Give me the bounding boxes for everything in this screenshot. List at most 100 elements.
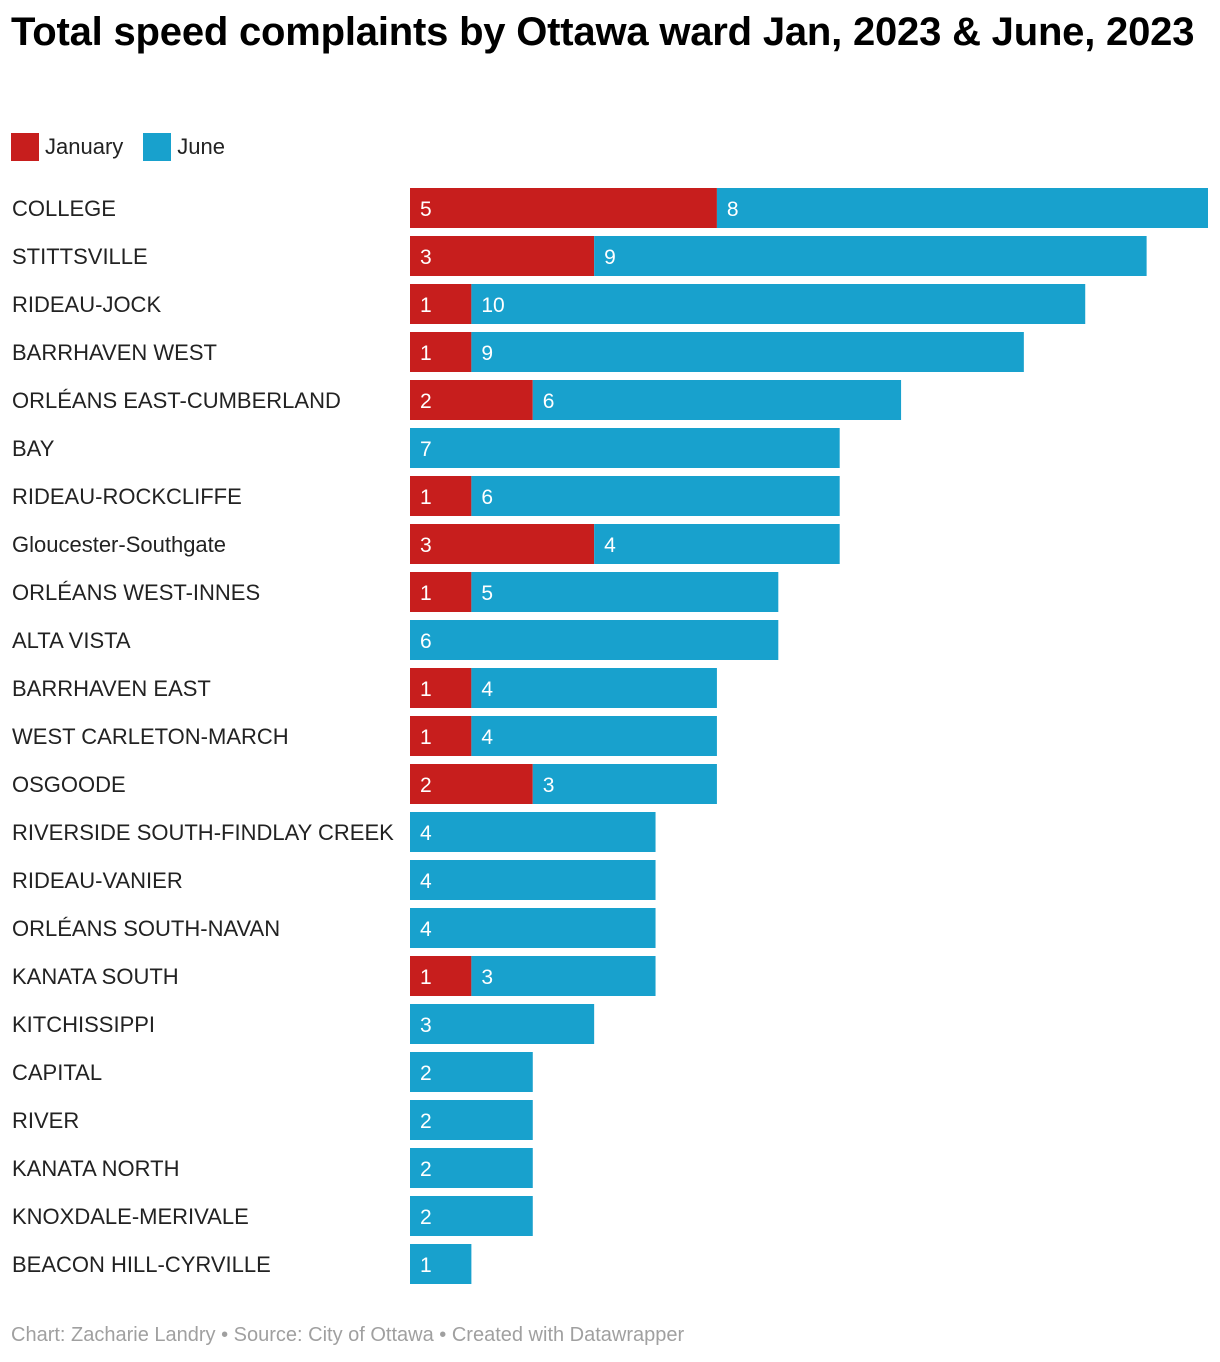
ward-label: BARRHAVEN WEST: [12, 340, 217, 365]
ward-label: ORLÉANS WEST-INNES: [12, 580, 260, 605]
ward-label: KITCHISSIPPI: [12, 1012, 155, 1037]
legend-swatch-january: [11, 133, 39, 161]
bar-value-label-january: 1: [420, 342, 432, 365]
ward-label: RIVERSIDE SOUTH-FINDLAY CREEK: [12, 820, 394, 845]
bar-row: BAY 7: [12, 428, 840, 468]
bar-january: [410, 236, 595, 276]
legend-item-january: January: [11, 133, 123, 161]
bar-june: [410, 620, 779, 660]
bar-january: [410, 380, 533, 420]
bar-january: [410, 332, 472, 372]
legend-swatch-june: [143, 133, 172, 161]
bar-row: ALTA VISTA 6: [12, 620, 779, 660]
bar-row: ORLÉANS EAST-CUMBERLAND 2 6: [12, 380, 902, 420]
bar-january: [410, 524, 595, 564]
bar-january: [410, 668, 472, 708]
bar-january: [410, 188, 717, 228]
ward-label: KANATA NORTH: [12, 1156, 179, 1181]
bar-value-label-january: 2: [420, 390, 432, 413]
ward-label: OSGOODE: [12, 772, 126, 797]
ward-label: KANATA SOUTH: [12, 964, 179, 989]
legend-label-january: January: [45, 134, 124, 159]
bar-value-label-june: 10: [481, 294, 504, 317]
bar-value-label-june: 1: [420, 1254, 432, 1277]
bar-value-label-june: 9: [481, 342, 493, 365]
bar-row: KANATA NORTH 2: [12, 1148, 533, 1188]
bar-value-label-january: 1: [420, 726, 432, 749]
bar-row: BARRHAVEN EAST 1 4: [12, 668, 717, 708]
bar-row: RIDEAU-VANIER 4: [12, 860, 656, 900]
bar-value-label-june: 9: [604, 246, 616, 269]
bar-june: [594, 236, 1147, 276]
bar-june: [471, 956, 656, 996]
bar-chart: COLLEGE 5 8 STITTSVILLE 3 9 RIDEAU-JOCK 1 10 BARR…: [12, 188, 1208, 1284]
bar-value-label-june: 4: [481, 678, 493, 701]
ward-label: CAPITAL: [12, 1060, 102, 1085]
ward-label: ORLÉANS EAST-CUMBERLAND: [12, 388, 341, 413]
legend: January June: [11, 131, 245, 163]
bar-row: KNOXDALE-MERIVALE 2: [12, 1196, 533, 1236]
bar-value-label-january: 1: [420, 294, 432, 317]
bar-row: CAPITAL 2: [12, 1052, 533, 1092]
bar-january: [410, 956, 472, 996]
bar-june: [471, 668, 717, 708]
bar-value-label-june: 4: [420, 870, 432, 893]
ward-label: RIDEAU-VANIER: [12, 868, 183, 893]
bar-row: STITTSVILLE 3 9: [12, 236, 1147, 276]
bar-value-label-june: 3: [543, 774, 555, 797]
bar-value-label-june: 4: [420, 822, 432, 845]
bar-january: [410, 284, 472, 324]
bar-value-label-january: 1: [420, 582, 432, 605]
ward-label: KNOXDALE-MERIVALE: [12, 1204, 249, 1229]
bar-value-label-june: 8: [727, 198, 739, 221]
ward-label: RIDEAU-ROCKCLIFFE: [12, 484, 242, 509]
ward-label: STITTSVILLE: [12, 244, 148, 269]
bar-value-label-january: 1: [420, 486, 432, 509]
ward-label: RIVER: [12, 1108, 79, 1133]
bar-june: [410, 428, 840, 468]
bar-june: [410, 1004, 595, 1044]
ward-label: RIDEAU-JOCK: [12, 292, 161, 317]
bar-value-label-june: 7: [420, 438, 432, 461]
chart-footer: Chart: Zacharie Landry • Source: City of…: [11, 1324, 685, 1346]
bar-value-label-june: 6: [481, 486, 493, 509]
bar-june: [410, 908, 656, 948]
bar-value-label-june: 4: [420, 918, 432, 941]
bar-row: ORLÉANS WEST-INNES 1 5: [12, 572, 779, 612]
bar-row: KANATA SOUTH 1 3: [12, 956, 656, 996]
ward-label: WEST CARLETON-MARCH: [12, 724, 289, 749]
legend-label-june: June: [177, 134, 225, 159]
bar-row: RIDEAU-JOCK 1 10: [12, 284, 1086, 324]
bar-value-label-january: 5: [420, 198, 432, 221]
bar-june: [471, 572, 779, 612]
bar-value-label-june: 6: [420, 630, 432, 653]
bar-june: [410, 1196, 533, 1236]
bar-value-label-january: 3: [420, 246, 432, 269]
bar-january: [410, 764, 533, 804]
bar-january: [410, 476, 472, 516]
bar-row: BARRHAVEN WEST 1 9: [12, 332, 1024, 372]
bar-row: RIVER 2: [12, 1100, 533, 1140]
bar-june: [410, 1148, 533, 1188]
chart-title: Total speed complaints by Ottawa ward Ja…: [11, 10, 1195, 54]
bar-june: [716, 188, 1208, 228]
ward-label: ALTA VISTA: [12, 628, 131, 653]
bar-value-label-june: 2: [420, 1110, 432, 1133]
bar-row: ORLÉANS SOUTH-NAVAN 4: [12, 908, 656, 948]
bar-june: [532, 380, 902, 420]
ward-label: ORLÉANS SOUTH-NAVAN: [12, 916, 280, 941]
bar-value-label-june: 2: [420, 1062, 432, 1085]
bar-row: WEST CARLETON-MARCH 1 4: [12, 716, 717, 756]
bar-value-label-june: 3: [481, 966, 493, 989]
bar-june: [410, 1100, 533, 1140]
bar-value-label-june: 2: [420, 1158, 432, 1181]
bar-value-label-january: 3: [420, 534, 432, 557]
bar-june: [471, 284, 1086, 324]
ward-label: BARRHAVEN EAST: [12, 676, 211, 701]
bar-june: [410, 812, 656, 852]
bar-june: [410, 860, 656, 900]
bar-row: OSGOODE 2 3: [12, 764, 717, 804]
bar-june: [471, 476, 840, 516]
bar-june: [532, 764, 717, 804]
bar-row: KITCHISSIPPI 3: [12, 1004, 595, 1044]
